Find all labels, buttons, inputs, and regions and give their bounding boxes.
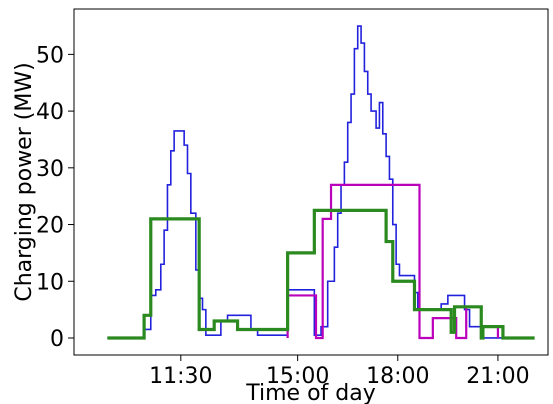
y-tick-label: 20 — [36, 214, 64, 239]
y-axis-title: Charging power (MW) — [12, 62, 37, 301]
plot-background — [74, 9, 548, 355]
y-tick-label: 30 — [36, 157, 64, 182]
y-tick-label: 50 — [36, 43, 64, 68]
y-tick-label: 0 — [50, 327, 64, 352]
x-tick-label: 18:00 — [366, 364, 429, 389]
series-line-1 — [107, 25, 512, 339]
series-layer — [107, 25, 535, 340]
y-tick-label: 10 — [36, 270, 64, 295]
series-line-3 — [107, 208, 535, 340]
x-tick-label: 15:00 — [266, 364, 329, 389]
x-axis-ticks: 11:30 15:00 18:00 21:00 — [149, 355, 530, 389]
plot-frame — [73, 8, 549, 356]
x-axis-title: Time of day — [245, 381, 376, 404]
y-axis-ticks: 0 10 20 30 40 50 — [36, 43, 74, 352]
x-tick-label: 21:00 — [466, 364, 529, 389]
y-tick-label: 40 — [36, 100, 64, 125]
x-tick-label: 11:30 — [149, 364, 212, 389]
